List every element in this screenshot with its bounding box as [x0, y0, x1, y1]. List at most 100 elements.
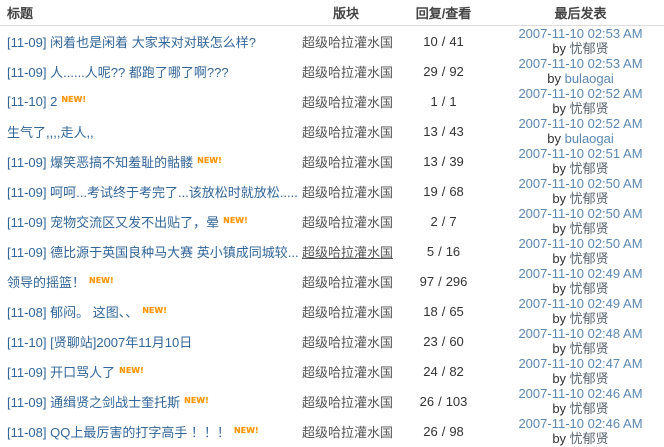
forum-link[interactable]: 超级哈拉灌水国 — [302, 334, 394, 350]
thread-title-link[interactable]: [11-08] QQ上最厉害的打字高手 ！！！ — [7, 424, 230, 440]
last-post-byline: by 忧郁贤 — [497, 311, 664, 326]
replies-views-separator: / — [441, 63, 446, 79]
thread-row: [11-09] 人......人呢?? 都跑了哪了啊??? 超级哈拉灌水国 29… — [0, 56, 664, 86]
reply-count: 2 — [430, 213, 438, 229]
last-post-date: 2007-11-10 02:50 AM — [518, 236, 643, 251]
thread-list: [11-09] 闲着也是闲着 大家来对对联怎么样? 超级哈拉灌水国 10/41 … — [0, 26, 664, 446]
forum-link[interactable]: 超级哈拉灌水国 — [302, 184, 394, 200]
view-count: 98 — [449, 423, 464, 439]
last-post-byline: by 忧郁贤 — [497, 101, 664, 116]
last-poster-link[interactable]: 忧郁贤 — [569, 161, 609, 176]
forum-link[interactable]: 超级哈拉灌水国 — [302, 154, 394, 170]
last-poster-link[interactable]: 忧郁贤 — [569, 221, 609, 236]
thread-row: [11-09] 爆笑恶搞不知羞耻的骷髅 NEW! 超级哈拉灌水国 13/39 20… — [0, 146, 664, 176]
replies-views-separator: / — [441, 363, 446, 379]
last-post-byline: by bulaogai — [497, 71, 664, 86]
thread-title-cell: [11-09] 闲着也是闲着 大家来对对联怎么样? — [0, 32, 302, 51]
replies-views-cell: 13/43 — [390, 124, 497, 139]
view-count: 7 — [449, 213, 457, 229]
view-count: 60 — [449, 333, 464, 349]
forum-link[interactable]: 超级哈拉灌水国 — [302, 394, 394, 410]
last-poster-link[interactable]: 忧郁贤 — [569, 371, 609, 386]
forum-link[interactable]: 超级哈拉灌水国 — [302, 214, 394, 230]
last-post-cell: 2007-11-10 02:50 AM by 忧郁贤 — [497, 206, 664, 236]
last-poster-link[interactable]: 忧郁贤 — [569, 311, 609, 326]
reply-count: 1 — [430, 93, 438, 109]
last-post-byline: by 忧郁贤 — [497, 221, 664, 236]
forum-link[interactable]: 超级哈拉灌水国 — [302, 64, 394, 80]
forum-link[interactable]: 超级哈拉灌水国 — [302, 124, 394, 140]
thread-title-link[interactable]: [11-09] 闲着也是闲着 大家来对对联怎么样? — [7, 34, 256, 50]
forum-link[interactable]: 超级哈拉灌水国 — [302, 34, 394, 50]
last-poster-link[interactable]: 忧郁贤 — [569, 41, 609, 56]
last-poster-link[interactable]: 忧郁贤 — [569, 191, 609, 206]
new-badge: NEW! — [184, 395, 209, 405]
replies-views-separator: / — [441, 303, 446, 319]
last-poster-link[interactable]: bulaogai — [564, 131, 614, 146]
header-forum-column: 版块 — [332, 6, 359, 21]
by-label: by — [552, 311, 567, 326]
thread-title-link[interactable]: [11-09] 人......人呢?? 都跑了哪了啊??? — [7, 64, 229, 80]
thread-title-link[interactable]: [11-09] 呵呵...考试终于考完了...该放松时就放松..... — [7, 184, 298, 200]
thread-row: [11-09] 闲着也是闲着 大家来对对联怎么样? 超级哈拉灌水国 10/41 … — [0, 26, 664, 56]
forum-link[interactable]: 超级哈拉灌水国 — [302, 364, 394, 380]
view-count: 43 — [449, 123, 464, 139]
last-poster-link[interactable]: 忧郁贤 — [569, 401, 609, 416]
forum-cell: 超级哈拉灌水国 — [302, 422, 394, 441]
last-poster-link[interactable]: 忧郁贤 — [569, 431, 609, 446]
last-post-cell: 2007-11-10 02:53 AM by bulaogai — [497, 56, 664, 86]
thread-title-cell: [11-09] 爆笑恶搞不知羞耻的骷髅 NEW! — [0, 152, 302, 171]
last-poster-link[interactable]: 忧郁贤 — [569, 281, 609, 296]
thread-title-link[interactable]: [11-09] 开口骂人了 — [7, 364, 116, 380]
forum-link[interactable]: 超级哈拉灌水国 — [302, 424, 394, 440]
last-post-byline: by 忧郁贤 — [497, 161, 664, 176]
last-post-byline: by bulaogai — [497, 131, 664, 146]
last-post-date: 2007-11-10 02:49 AM — [518, 296, 643, 311]
last-poster-link[interactable]: 忧郁贤 — [569, 101, 609, 116]
thread-title-link[interactable]: 领导的摇篮！ — [7, 274, 86, 290]
last-post-date: 2007-11-10 02:47 AM — [518, 356, 643, 371]
reply-count: 5 — [426, 243, 435, 259]
thread-title-link[interactable]: [11-10] 2 — [7, 93, 58, 109]
replies-views-separator: / — [441, 93, 446, 109]
thread-title-cell: [11-09] 宠物交流区又发不出贴了，晕 NEW! — [0, 212, 302, 231]
last-post-cell: 2007-11-10 02:46 AM by 忧郁贤 — [497, 386, 664, 416]
thread-row: 领导的摇篮！ NEW! 超级哈拉灌水国 97/296 2007-11-10 02:… — [0, 266, 664, 296]
thread-title-cell: [11-09] 通缉贤之剑战士奎托斯 NEW! — [0, 392, 302, 411]
forum-link[interactable]: 超级哈拉灌水国 — [302, 274, 394, 290]
thread-row: [11-09] 德比源于英国良种马大赛 英小镇成同城较... 超级哈拉灌水国 5… — [0, 236, 664, 266]
replies-views-separator: / — [441, 183, 446, 199]
view-count: 1 — [449, 93, 457, 109]
forum-link[interactable]: 超级哈拉灌水国 — [302, 94, 394, 110]
replies-views-cell: 19/68 — [390, 184, 497, 199]
forum-link[interactable]: 超级哈拉灌水国 — [302, 244, 394, 260]
thread-title-link[interactable]: 生气了,,,,走人,, — [7, 124, 94, 140]
thread-title-link[interactable]: [11-09] 通缉贤之剑战士奎托斯 — [7, 394, 181, 410]
thread-row: [11-09] 通缉贤之剑战士奎托斯 NEW! 超级哈拉灌水国 26/103 20… — [0, 386, 664, 416]
by-label: by — [552, 101, 567, 116]
last-poster-link[interactable]: 忧郁贤 — [569, 341, 609, 356]
thread-title-cell: [11-09] 人......人呢?? 都跑了哪了啊??? — [0, 62, 302, 81]
forum-link[interactable]: 超级哈拉灌水国 — [302, 304, 394, 320]
replies-views-separator: / — [441, 333, 446, 349]
thread-title-link[interactable]: [11-09] 宠物交流区又发不出贴了，晕 — [7, 214, 220, 230]
reply-count: 13 — [423, 123, 438, 139]
thread-title-link[interactable]: [11-09] 爆笑恶搞不知羞耻的骷髅 — [7, 154, 194, 170]
list-header: 标题 版块 回复/查看 最后发表 — [0, 0, 664, 26]
new-badge: NEW! — [233, 425, 259, 435]
last-post-byline: by 忧郁贤 — [497, 191, 664, 206]
replies-views-separator: / — [441, 33, 446, 49]
thread-row: [11-09] 开口骂人了 NEW! 超级哈拉灌水国 24/82 2007-11-… — [0, 356, 664, 386]
last-poster-link[interactable]: 忧郁贤 — [569, 251, 609, 266]
thread-title-link[interactable]: [11-09] 德比源于英国良种马大赛 英小镇成同城较... — [7, 244, 299, 260]
thread-title-link[interactable]: [11-10] [贤聊站]2007年11月10日 — [7, 334, 193, 350]
last-poster-link[interactable]: bulaogai — [564, 71, 614, 86]
replies-views-cell: 23/60 — [390, 334, 497, 349]
thread-title-link[interactable]: [11-08] 郁闷。 这图、、 — [7, 304, 139, 320]
by-label: by — [552, 371, 567, 386]
replies-views-cell: 18/65 — [390, 304, 497, 319]
replies-views-separator: / — [438, 273, 442, 289]
last-post-cell: 2007-11-10 02:47 AM by 忧郁贤 — [497, 356, 664, 386]
last-post-byline: by 忧郁贤 — [497, 401, 664, 416]
last-post-byline: by 忧郁贤 — [497, 341, 664, 356]
